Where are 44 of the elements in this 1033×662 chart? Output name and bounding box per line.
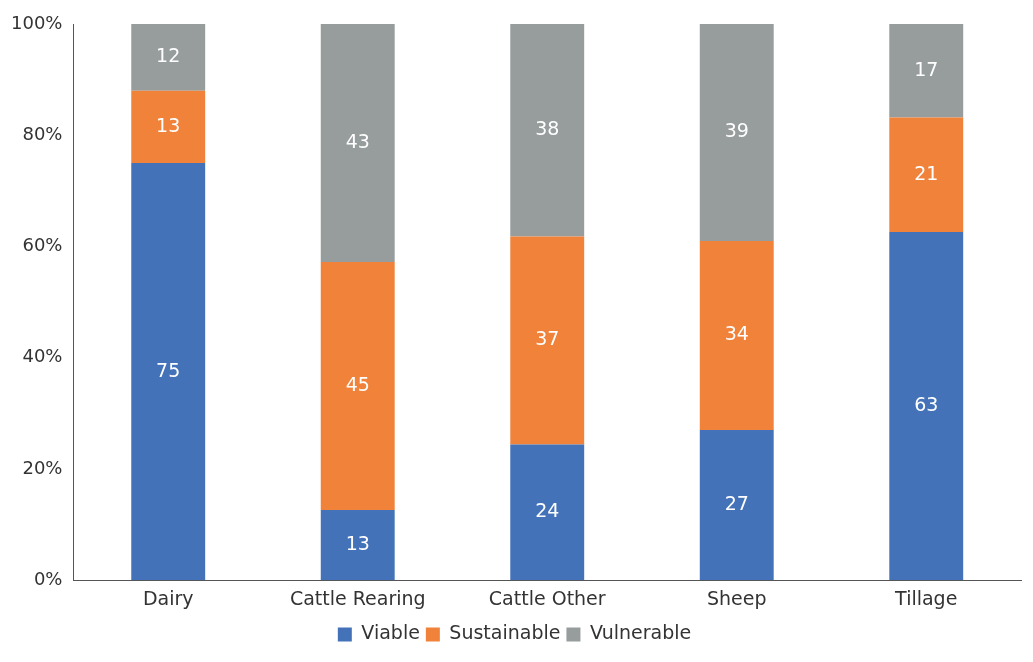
data-label: 17: [914, 57, 939, 80]
data-label: 45: [345, 373, 370, 396]
bar: [320, 510, 395, 581]
data-label: 75: [156, 358, 181, 381]
y-tick-label: 60%: [22, 234, 63, 256]
bar: [699, 430, 774, 581]
data-label: 13: [156, 113, 181, 136]
bar: [889, 117, 964, 233]
bar: [320, 24, 395, 263]
bar: [131, 24, 206, 91]
bar: [889, 24, 964, 118]
legend-label: Viable: [361, 621, 420, 644]
x-tick-label: Dairy: [142, 586, 194, 609]
data-label: 39: [724, 119, 749, 142]
data-label: 12: [156, 44, 181, 67]
x-tick-label: Tillage: [894, 586, 958, 609]
bar: [699, 240, 774, 431]
bar: [510, 236, 585, 445]
data-label: 27: [724, 492, 749, 515]
bar: [510, 444, 585, 581]
y-tick-label: 40%: [22, 345, 63, 367]
bar: [510, 24, 585, 237]
bar: [131, 163, 206, 581]
x-tick-label: Sheep: [706, 586, 767, 609]
bar: [699, 24, 774, 241]
legend-label: Vulnerable: [589, 621, 692, 644]
data-label: 37: [535, 327, 560, 350]
y-tick-label: 0%: [33, 567, 63, 589]
data-label: 13: [345, 532, 370, 555]
y-tick-label: 80%: [22, 122, 63, 144]
data-label: 63: [914, 393, 939, 416]
x-tick-label: Cattle Other: [488, 586, 606, 609]
bar: [889, 232, 964, 581]
bar: [320, 262, 395, 511]
y-tick-label: 20%: [22, 456, 63, 478]
data-label: 34: [724, 322, 749, 345]
data-label: 24: [535, 499, 560, 522]
y-tick-label: 100%: [10, 11, 63, 33]
data-label: 43: [345, 129, 370, 152]
bar: [131, 90, 206, 164]
data-label: 38: [535, 117, 560, 140]
data-label: 21: [914, 161, 939, 184]
legend-label: Sustainable: [449, 621, 561, 644]
x-tick-label: Cattle Rearing: [289, 586, 426, 609]
